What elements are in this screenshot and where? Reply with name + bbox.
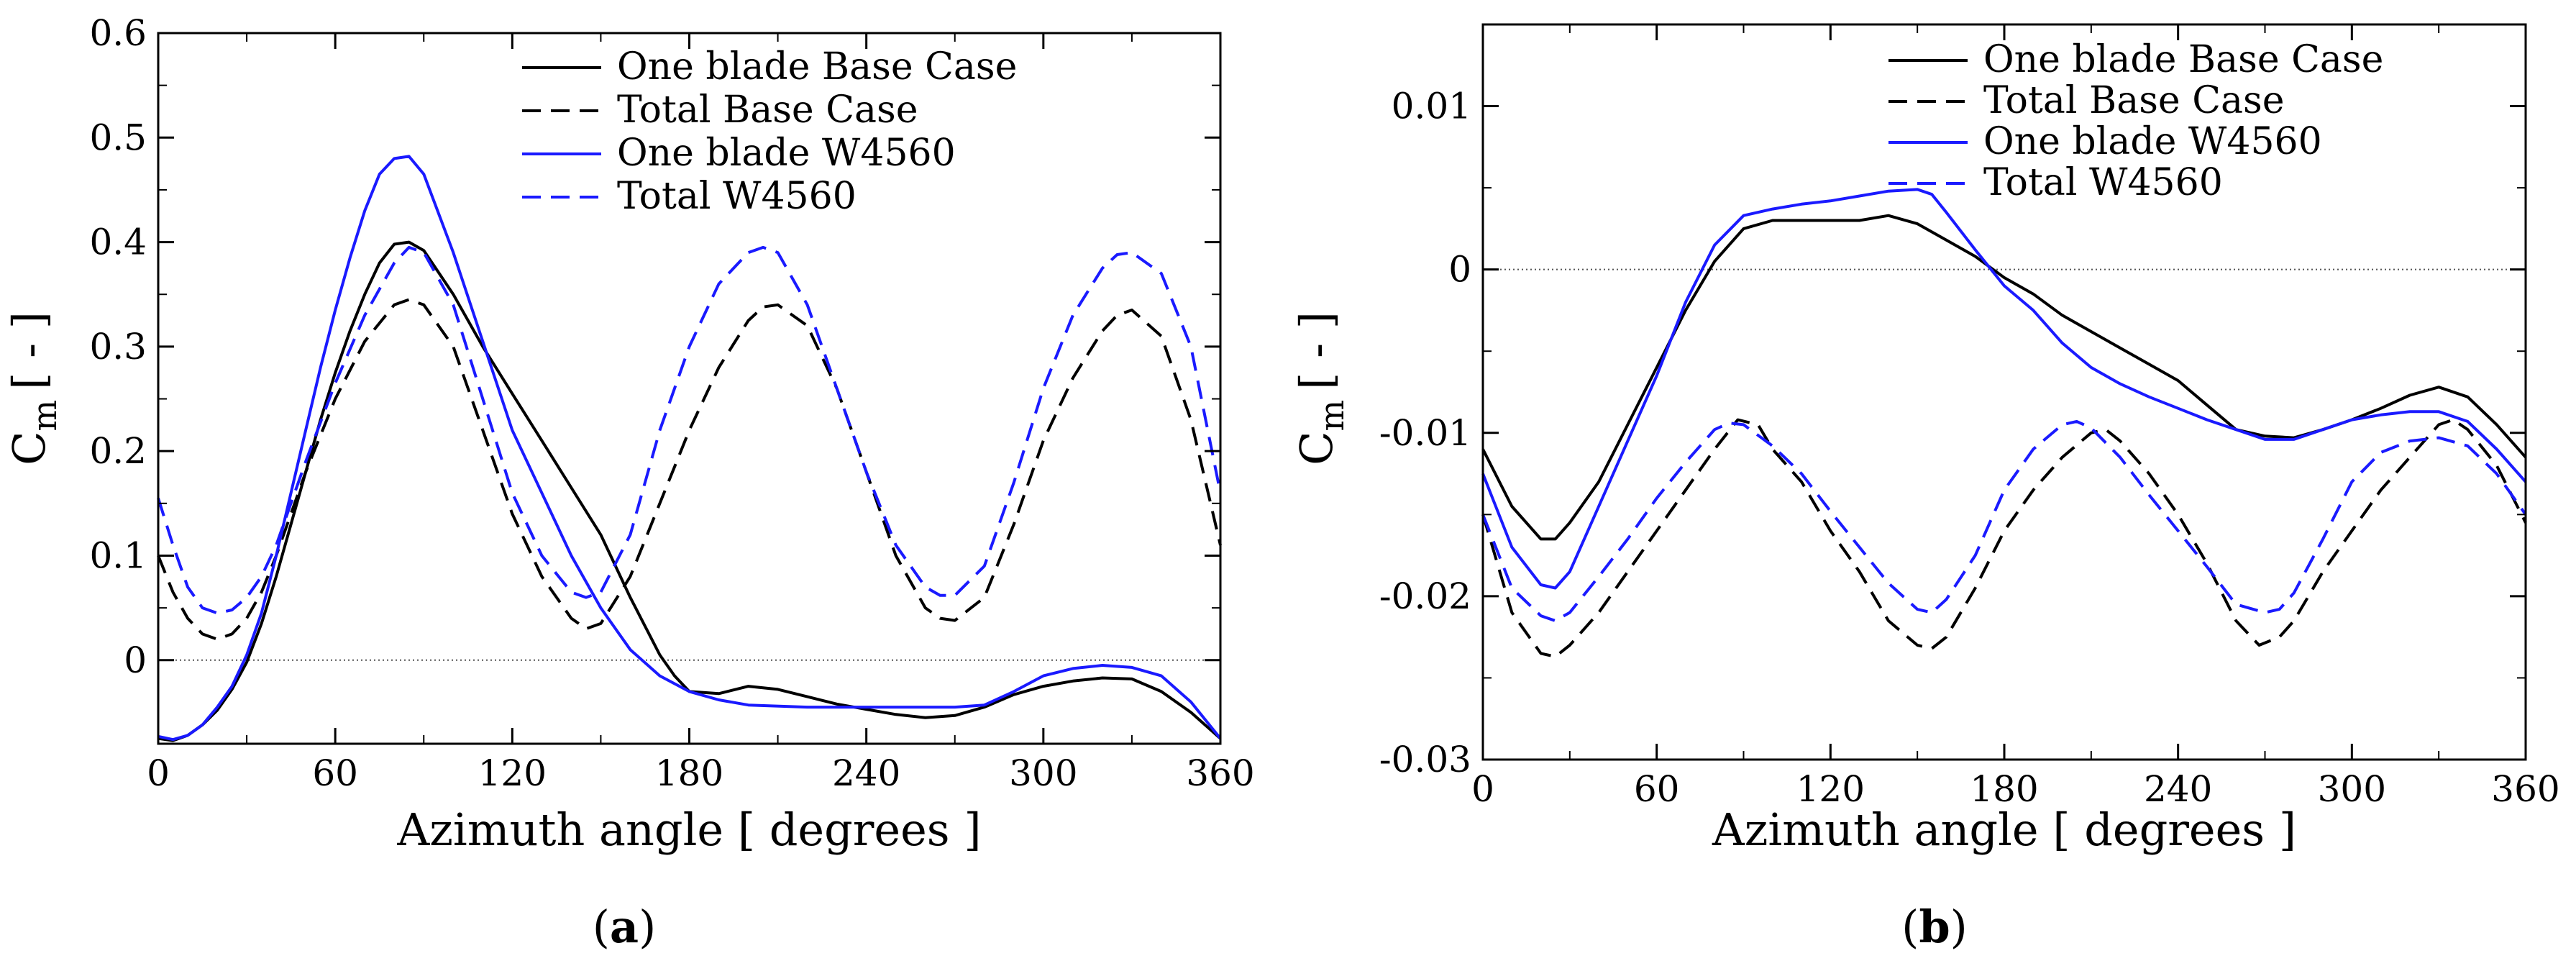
y-tick-label: 0.5 (89, 117, 147, 158)
y-tick-label: 0.01 (1392, 86, 1471, 127)
y-axis-unit: [ - ] (3, 311, 55, 390)
caption-close-paren: ) (1950, 901, 1968, 953)
y-tick-label: 0.1 (89, 534, 147, 576)
legend-label: Total W4560 (1983, 161, 2223, 204)
x-tick-label: 0 (1471, 768, 1494, 810)
caption-letter: b (1919, 901, 1950, 953)
y-axis-symbol: C (3, 431, 55, 465)
x-tick-label: 300 (2318, 768, 2386, 810)
x-tick-label: 120 (1796, 768, 1865, 810)
y-axis-subscript: m (25, 400, 64, 432)
x-tick-label: 120 (478, 752, 547, 794)
y-tick-label: 0.6 (89, 12, 147, 54)
legend-label: Total Base Case (1983, 79, 2284, 122)
x-tick-label: 0 (147, 752, 170, 794)
y-axis-unit: [ - ] (1290, 311, 1343, 390)
series-line-2 (1481, 188, 2527, 590)
caption-open-paren: ( (593, 901, 610, 953)
series-line-3 (157, 245, 1222, 615)
x-tick-label: 360 (1186, 752, 1254, 794)
series-line-0 (157, 240, 1222, 742)
legend-label: One blade W4560 (1983, 120, 2322, 163)
x-tick-label: 240 (2144, 768, 2212, 810)
y-axis-label: Cm [ - ] (3, 311, 64, 465)
legend-label: One blade Base Case (1983, 38, 2383, 81)
series-line-3 (1481, 419, 2527, 622)
series-line-1 (157, 298, 1222, 641)
x-tick-label: 180 (655, 752, 723, 794)
legend-label: One blade Base Case (617, 45, 1017, 88)
x-tick-label: 60 (1634, 768, 1680, 810)
series-line-1 (1481, 418, 2527, 658)
x-tick-label: 180 (1970, 768, 2038, 810)
legend-label: Total W4560 (617, 175, 857, 218)
legend-label: Total Base Case (617, 88, 918, 132)
chart-panel-b: 0 60 120 180 240 300 360 -0.03 -0.02 -0.01 0 0.01 Az… (1290, 23, 2560, 953)
y-tick-label: 0 (124, 639, 147, 681)
x-tick-label: 240 (832, 752, 900, 794)
x-axis-label: Azimuth angle [ degrees ] (1712, 803, 2296, 856)
panel-caption: (a) (593, 901, 657, 953)
series-line-2 (157, 155, 1222, 742)
x-tick-label: 60 (312, 752, 358, 794)
legend-label: One blade W4560 (617, 132, 956, 175)
y-tick-label: -0.03 (1379, 739, 1471, 780)
caption-letter: a (610, 901, 639, 953)
y-tick-label: -0.02 (1379, 575, 1471, 617)
y-tick-label: 0 (1448, 249, 1471, 291)
x-tick-label: 360 (2491, 768, 2559, 810)
y-tick-label: 0.4 (89, 222, 147, 263)
y-tick-label: -0.01 (1379, 412, 1471, 454)
caption-close-paren: ) (639, 901, 656, 953)
x-axis-label: Azimuth angle [ degrees ] (396, 803, 981, 856)
y-axis-symbol: C (1290, 431, 1343, 465)
y-tick-label: 0.3 (89, 326, 147, 368)
caption-open-paren: ( (1901, 901, 1919, 953)
y-axis-subscript: m (1312, 400, 1351, 432)
series-line-0 (1481, 214, 2527, 541)
chart-panel-a: 0 60 120 180 240 300 360 0 0.1 0.2 0.3 0.4 0.5 0.6 Azi… (3, 12, 1255, 953)
y-tick-label: 0.2 (89, 430, 147, 472)
x-tick-label: 300 (1009, 752, 1077, 794)
panel-caption: (b) (1901, 901, 1968, 953)
y-axis-label: Cm [ - ] (1290, 311, 1351, 465)
